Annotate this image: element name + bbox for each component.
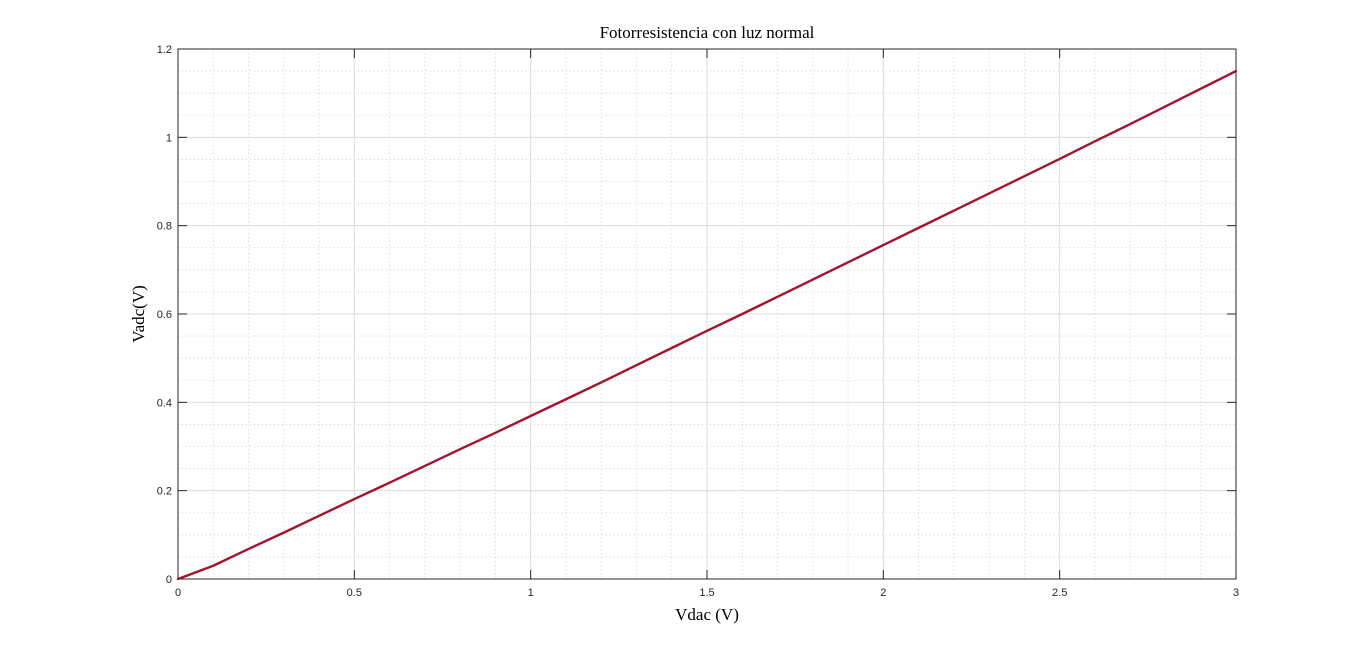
x-tick-label: 1	[528, 587, 534, 599]
y-tick-label: 0	[166, 574, 172, 586]
y-tick-label: 0.2	[157, 486, 172, 498]
y-tick-label: 1.2	[157, 44, 172, 56]
x-tick-label: 2.5	[1052, 587, 1067, 599]
x-tick-label: 0.5	[347, 587, 362, 599]
y-tick-label: 0.8	[157, 221, 172, 233]
x-tick-label: 1.5	[699, 587, 714, 599]
grid-lines	[177, 48, 1237, 580]
x-tick-label: 3	[1233, 587, 1239, 599]
series-line	[176, 69, 1238, 581]
x-tick-label: 2	[880, 587, 886, 599]
chart-title: Fotorresistencia con luz normal	[600, 23, 815, 42]
y-tick-label: 0.4	[157, 397, 172, 409]
ticks: 0 0.5 1 1.5 2 2.5 3 0 0.2 0.4 0.6 0.8 1 1.2	[157, 44, 1239, 599]
x-tick-label: 0	[175, 587, 181, 599]
y-axis-label: Vadc(V)	[129, 285, 148, 343]
y-tick-label: 1	[166, 132, 172, 144]
y-tick-label: 0.6	[157, 309, 172, 321]
x-axis-label: Vdac (V)	[675, 605, 739, 624]
